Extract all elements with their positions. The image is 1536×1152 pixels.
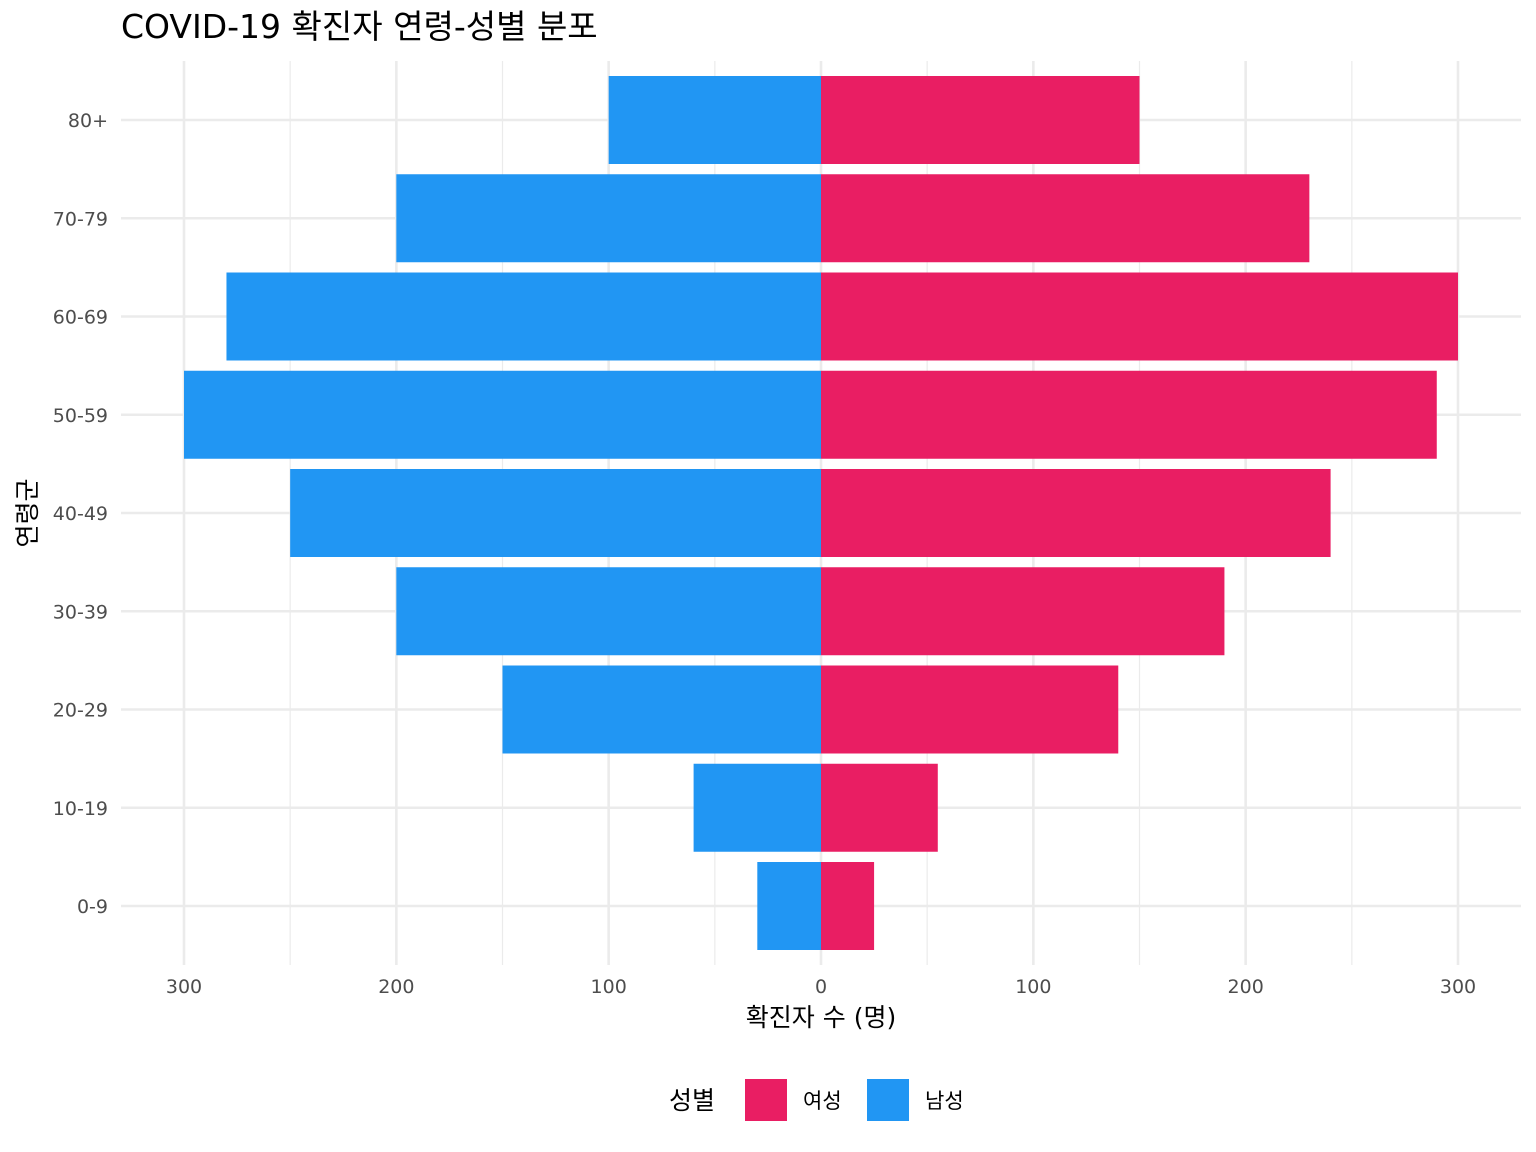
y-tick-labels: 0-9 10-19 20-29 30-39 40-49 50-59 60-69 70-79 80… (53, 110, 108, 918)
x-tick-label: 200 (1228, 976, 1264, 998)
bar-male-40-49 (290, 469, 822, 557)
x-tick-label: 0 (815, 976, 827, 998)
x-tick-label: 100 (1015, 976, 1051, 998)
bar-female-0-9 (821, 862, 875, 950)
x-tick-label: 300 (166, 976, 202, 998)
y-tick-label: 30-39 (53, 601, 108, 623)
bar-female-30-39 (821, 567, 1225, 656)
chart-title: COVID-19 확진자 연령-성별 분포 (121, 7, 598, 46)
bar-male-80+ (608, 76, 821, 164)
bar-male-50-59 (184, 370, 821, 459)
y-tick-label: 50-59 (53, 405, 108, 427)
x-tick-labels: 300 200 100 0 100 200 300 (166, 976, 1476, 998)
bars (184, 76, 1458, 950)
bar-male-0-9 (757, 862, 821, 950)
bar-female-50-59 (821, 370, 1437, 459)
x-axis-title: 확진자 수 (명) (746, 1003, 896, 1032)
bar-female-80+ (821, 76, 1140, 164)
bar-male-10-19 (693, 763, 821, 852)
bar-male-70-79 (396, 174, 821, 263)
y-tick-label: 0-9 (77, 896, 108, 918)
x-tick-label: 200 (378, 976, 414, 998)
legend-key-female (745, 1079, 787, 1121)
legend: 성별 여성 남성 (669, 1079, 964, 1121)
y-tick-label: 60-69 (53, 307, 108, 329)
y-tick-label: 80+ (68, 110, 108, 132)
bar-male-20-29 (502, 665, 821, 754)
bar-male-30-39 (396, 567, 821, 656)
y-axis-title: 연령군 (13, 478, 42, 547)
legend-label: 여성 (803, 1089, 842, 1113)
y-tick-label: 40-49 (53, 503, 108, 525)
legend-title: 성별 (669, 1086, 715, 1115)
x-tick-label: 300 (1440, 976, 1476, 998)
bar-female-20-29 (821, 665, 1119, 754)
bar-female-60-69 (821, 272, 1458, 361)
bar-female-10-19 (821, 763, 938, 852)
bar-female-40-49 (821, 469, 1331, 557)
y-tick-label: 10-19 (53, 798, 108, 820)
y-tick-label: 20-29 (53, 700, 108, 722)
y-tick-label: 70-79 (53, 208, 108, 230)
legend-key-male (867, 1079, 909, 1121)
bar-female-70-79 (821, 174, 1310, 263)
bar-male-60-69 (226, 272, 821, 361)
x-tick-label: 100 (591, 976, 627, 998)
legend-label: 남성 (925, 1089, 964, 1113)
